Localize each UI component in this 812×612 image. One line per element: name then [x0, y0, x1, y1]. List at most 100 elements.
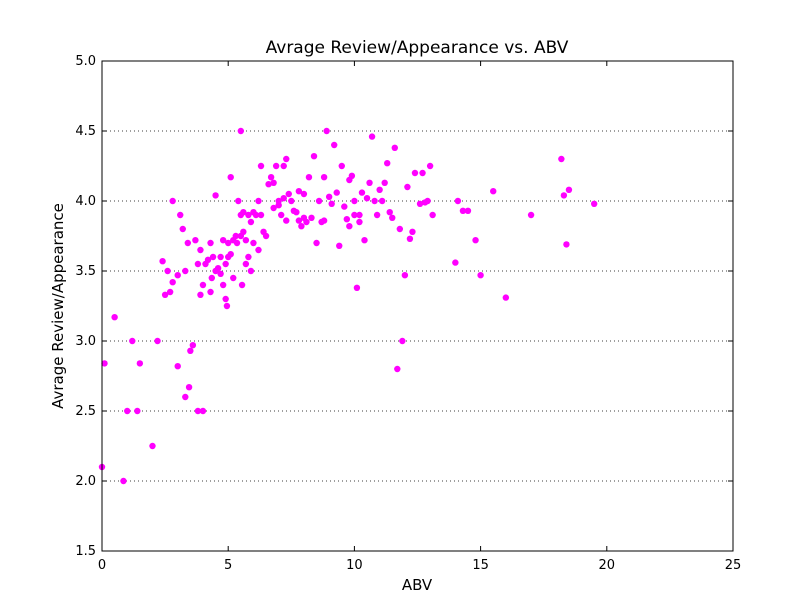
- data-point: [252, 211, 260, 219]
- data-point: [373, 211, 381, 219]
- data-point: [169, 279, 176, 286]
- data-point: [214, 265, 222, 272]
- data-point: [368, 133, 376, 140]
- data-point: [166, 288, 174, 296]
- data-point: [310, 153, 318, 160]
- data-point: [341, 203, 348, 210]
- data-point: [232, 232, 239, 240]
- data-point: [240, 228, 247, 235]
- data-point: [242, 260, 250, 268]
- data-point: [204, 256, 212, 263]
- data-point: [404, 183, 411, 191]
- data-point: [227, 174, 234, 181]
- x-tick-label: 0: [98, 558, 106, 573]
- data-point: [305, 174, 313, 181]
- data-point: [177, 211, 184, 219]
- data-point: [164, 267, 171, 275]
- data-point: [452, 259, 459, 266]
- data-point: [406, 235, 414, 242]
- data-point: [185, 384, 193, 391]
- data-point: [189, 342, 197, 349]
- data-point: [315, 197, 323, 205]
- data-point: [358, 189, 366, 196]
- x-tick-label: 25: [725, 558, 742, 573]
- data-point: [477, 272, 484, 279]
- x-tick-labels: 0 5 10 15 20 25: [98, 558, 741, 573]
- data-point: [590, 200, 598, 207]
- data-point: [245, 253, 252, 261]
- data-point: [222, 295, 229, 303]
- data-point: [219, 237, 227, 244]
- data-point: [212, 192, 219, 199]
- data-point: [338, 162, 345, 170]
- data-point: [235, 197, 242, 205]
- data-point: [419, 169, 426, 177]
- data-point: [247, 267, 255, 275]
- data-point: [272, 162, 280, 170]
- data-point: [101, 360, 108, 367]
- data-point: [356, 211, 363, 219]
- data-point: [129, 337, 136, 345]
- data-point: [283, 217, 290, 224]
- data-point: [270, 204, 277, 212]
- data-point: [120, 477, 127, 485]
- data-point: [459, 207, 467, 214]
- data-point: [223, 302, 231, 310]
- data-point: [124, 407, 131, 415]
- data-point: [348, 172, 356, 179]
- x-tick-label: 10: [346, 558, 363, 573]
- data-point: [250, 239, 257, 247]
- data-point: [222, 260, 229, 268]
- data-point: [270, 179, 277, 186]
- data-point: [237, 127, 245, 135]
- data-point: [217, 253, 224, 261]
- y-tick-label: 3.0: [75, 334, 96, 349]
- data-points: [98, 127, 598, 485]
- data-point: [245, 211, 252, 219]
- data-point: [300, 190, 308, 198]
- data-point: [328, 200, 335, 207]
- x-axis-label: ABV: [402, 576, 433, 594]
- data-point: [472, 237, 479, 244]
- y-tick-label: 4.5: [75, 124, 96, 139]
- data-point: [295, 217, 303, 224]
- data-point: [429, 211, 436, 219]
- data-point: [182, 393, 189, 401]
- data-point: [285, 190, 292, 198]
- data-point: [416, 200, 424, 207]
- data-point: [278, 211, 285, 219]
- data-point: [262, 232, 270, 240]
- data-point: [464, 207, 472, 214]
- data-point: [323, 127, 330, 135]
- y-tick-label: 1.5: [75, 544, 96, 559]
- data-point: [194, 260, 202, 268]
- data-point: [187, 347, 194, 354]
- data-point: [381, 179, 388, 186]
- data-point: [255, 246, 262, 254]
- data-point: [293, 209, 300, 216]
- data-point: [240, 209, 247, 216]
- data-point: [386, 209, 393, 216]
- data-point: [391, 144, 398, 151]
- data-point: [320, 174, 328, 181]
- data-point: [207, 239, 214, 247]
- data-point: [325, 193, 333, 200]
- y-tick-label: 3.5: [75, 264, 96, 279]
- data-point: [288, 197, 295, 205]
- data-point: [313, 239, 320, 247]
- axis-ticks: [101, 60, 734, 552]
- data-point: [366, 179, 373, 186]
- x-tick-label: 15: [472, 558, 489, 573]
- data-point: [149, 442, 156, 450]
- data-point: [230, 274, 237, 282]
- data-point: [320, 217, 328, 224]
- data-point: [399, 337, 406, 345]
- data-point: [209, 253, 217, 261]
- data-point: [199, 407, 207, 415]
- data-point: [280, 162, 287, 170]
- data-point: [295, 188, 303, 195]
- data-point: [182, 267, 189, 275]
- data-point: [411, 169, 419, 177]
